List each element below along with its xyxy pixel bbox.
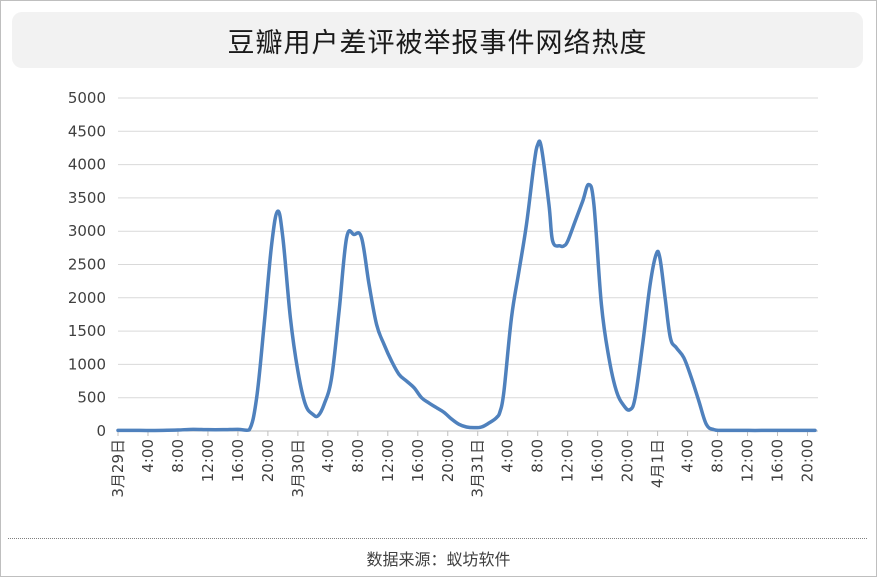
x-tick-label: 8:00	[169, 439, 187, 473]
x-tick-label: 12:00	[559, 439, 577, 482]
footer-divider	[8, 538, 867, 539]
x-tick-label: 4:00	[139, 439, 157, 473]
x-tick-label: 3月31日	[469, 439, 487, 498]
y-tick-label: 3000	[68, 222, 106, 240]
x-tick-label: 3月30日	[289, 439, 307, 498]
x-tick-label: 20:00	[259, 439, 277, 482]
y-tick-label: 0	[96, 422, 106, 440]
x-tick-label: 4:00	[499, 439, 517, 473]
x-tick-label: 8:00	[349, 439, 367, 473]
y-tick-label: 1000	[68, 355, 106, 373]
x-tick-label: 20:00	[799, 439, 817, 482]
x-tick-label: 20:00	[619, 439, 637, 482]
x-tick-label: 8:00	[709, 439, 727, 473]
x-tick-label: 4:00	[679, 439, 697, 473]
x-tick-label: 16:00	[769, 439, 787, 482]
x-tick-label: 8:00	[529, 439, 547, 473]
x-tick-label: 16:00	[229, 439, 247, 482]
x-tick-label: 12:00	[199, 439, 217, 482]
y-tick-label: 2000	[68, 289, 106, 307]
y-tick-label: 5000	[68, 89, 106, 107]
x-tick-label: 16:00	[589, 439, 607, 482]
x-tick-label: 12:00	[379, 439, 397, 482]
x-tick-label: 20:00	[439, 439, 457, 482]
y-tick-label: 1500	[68, 322, 106, 340]
source-caption: 数据来源：蚁坊软件	[366, 550, 511, 569]
chart-title: 豆瓣用户差评被举报事件网络热度	[227, 27, 648, 59]
x-tick-label: 3月29日	[109, 439, 127, 498]
y-tick-label: 500	[77, 389, 106, 407]
y-tick-label: 2500	[68, 256, 106, 274]
x-tick-label: 12:00	[739, 439, 757, 482]
series-line	[116, 139, 817, 433]
x-tick-label: 4:00	[319, 439, 337, 473]
y-tick-label: 4500	[68, 122, 106, 140]
x-tick-label: 16:00	[409, 439, 427, 482]
y-tick-label: 3500	[68, 189, 106, 207]
title-bar: 豆瓣用户差评被举报事件网络热度	[12, 12, 863, 68]
y-tick-label: 4000	[68, 156, 106, 174]
x-tick-label: 4月1日	[649, 439, 667, 488]
